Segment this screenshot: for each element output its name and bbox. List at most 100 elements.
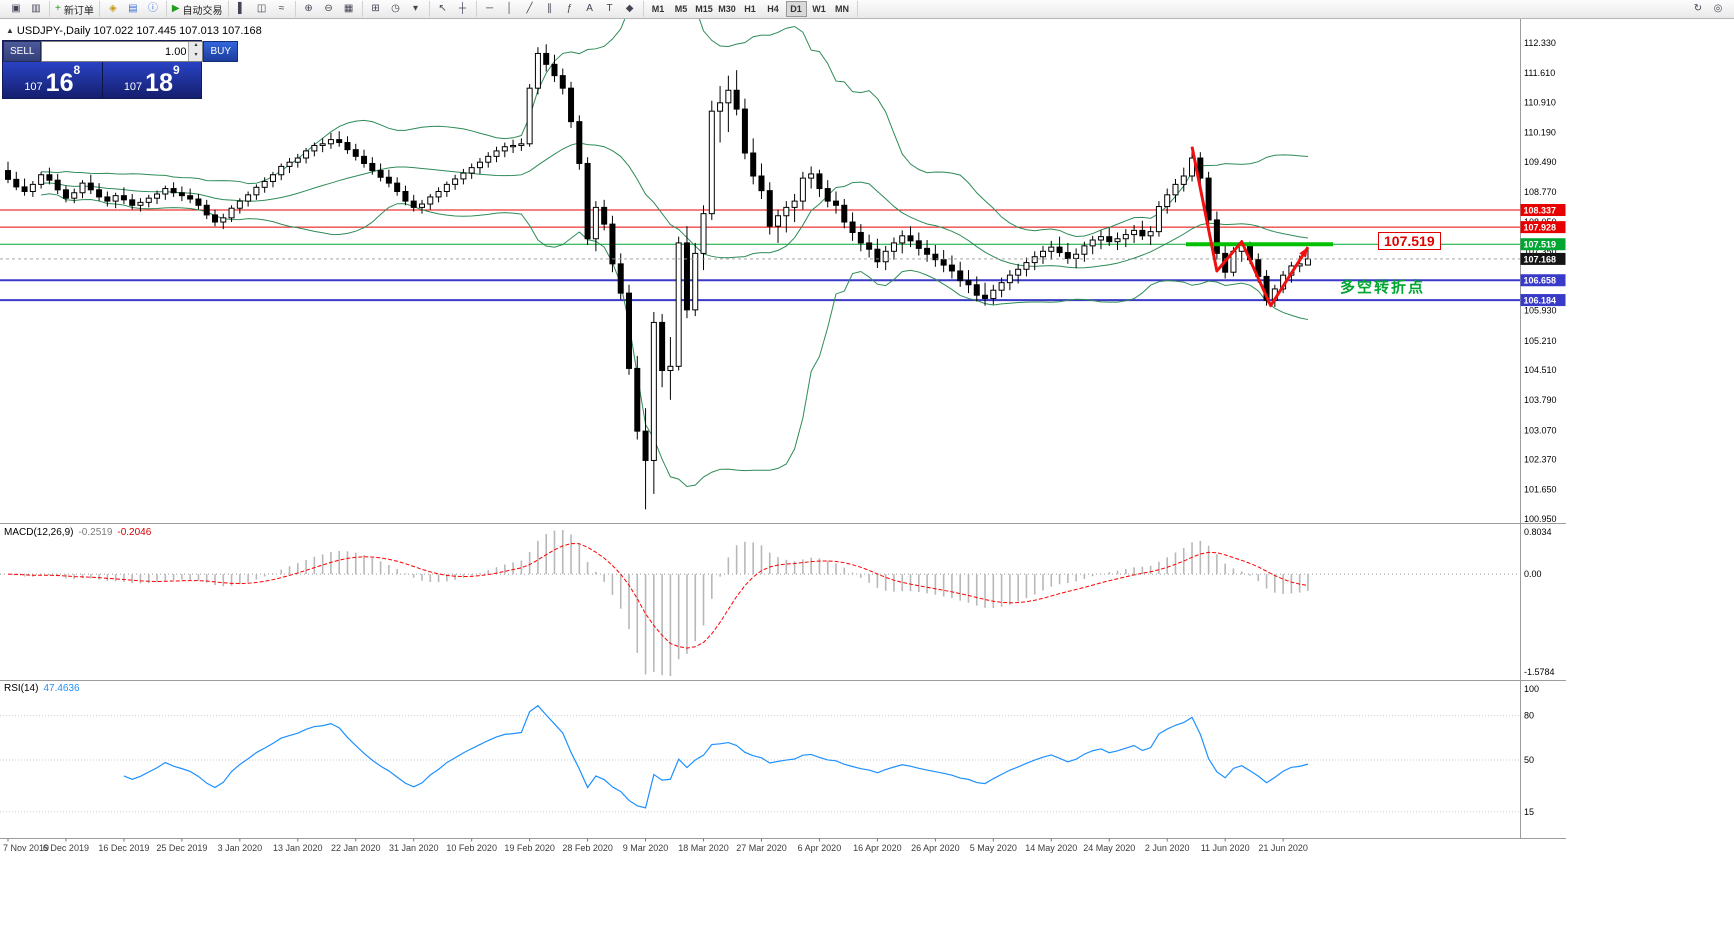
cursor-icon: ↖: [438, 3, 447, 14]
periods-button[interactable]: ◷: [386, 2, 406, 17]
volume-input[interactable]: [42, 42, 189, 61]
line-chart-button[interactable]: ≈: [272, 2, 292, 17]
timeframe-h1-button[interactable]: H1: [744, 4, 756, 14]
timeframe-d1-button[interactable]: D1: [785, 1, 807, 17]
symbols-button[interactable]: ◈: [103, 2, 123, 17]
toolbar: ▣ ▥ + 新订单 ◈ ▤ ⓘ ▶ 自动交易 ▌ ◫ ≈ ⊕ ⊖ ▦ ⊞ ◷ ▾ ↖ ┼ ─ │ ╱ ∥ ƒ A T ◆ M1 M5 M15…: [0, 0, 1734, 19]
chart-objects[interactable]: [1186, 146, 1333, 308]
indicators-icon: ⊞: [371, 3, 380, 14]
bar-chart-icon: ▌: [238, 3, 246, 14]
data-window-button[interactable]: ⓘ: [143, 2, 163, 17]
indicators-button[interactable]: ⊞: [366, 2, 386, 17]
svg-text:104.510: 104.510: [1524, 365, 1557, 375]
text-icon: A: [586, 3, 593, 14]
price-axis[interactable]: 112.330 111.610 110.910 110.190 109.490 108.7…: [1524, 38, 1557, 817]
auto-trading-button[interactable]: ▶ 自动交易: [171, 3, 223, 17]
bollinger-bands: [41, 18, 1309, 488]
svg-text:6 Apr 2020: 6 Apr 2020: [798, 843, 842, 853]
svg-text:18 Mar 2020: 18 Mar 2020: [678, 843, 729, 853]
svg-text:7 Nov 2019: 7 Nov 2019: [3, 843, 49, 853]
chart-shift-button[interactable]: ↻: [1688, 2, 1708, 17]
fibonacci-button[interactable]: ƒ: [560, 2, 580, 17]
svg-text:0.00: 0.00: [1524, 569, 1542, 579]
svg-text:5 May 2020: 5 May 2020: [970, 843, 1017, 853]
sell-button[interactable]: SELL: [3, 41, 42, 62]
profiles-button[interactable]: ▥: [26, 2, 46, 17]
shapes-button[interactable]: ◆: [620, 2, 640, 17]
text-label-button[interactable]: T: [600, 2, 620, 17]
sell-price-display[interactable]: 107 16 8: [3, 62, 103, 98]
auto-scroll-icon: ◎: [1713, 3, 1723, 14]
axes[interactable]: [0, 18, 1566, 839]
timeframe-m30-button[interactable]: M30: [718, 4, 736, 14]
volume-up-icon[interactable]: ▴: [189, 42, 203, 52]
symbol-marker-icon: ▲: [6, 26, 14, 35]
periods-icon: ◷: [391, 3, 400, 14]
market-watch-button[interactable]: ▤: [123, 2, 143, 17]
timeframe-m1-button[interactable]: M1: [651, 4, 665, 14]
zoom-out-icon: ⊖: [324, 3, 333, 14]
svg-text:102.370: 102.370: [1524, 455, 1557, 465]
timeframe-m15-button[interactable]: M15: [695, 4, 713, 14]
timeframe-m5-button[interactable]: M5: [674, 4, 688, 14]
text-button[interactable]: A: [580, 2, 600, 17]
horizontal-line-button[interactable]: ─: [480, 2, 500, 17]
rsi-value: 47.4636: [43, 683, 80, 694]
volume-stepper[interactable]: ▴ ▾: [41, 41, 204, 62]
equidistant-channel-button[interactable]: ∥: [540, 2, 560, 17]
svg-text:103.070: 103.070: [1524, 425, 1557, 435]
auto-scroll-button[interactable]: ◎: [1708, 2, 1728, 17]
price-callout-label[interactable]: 107.519: [1378, 232, 1441, 250]
crosshair-icon: ┼: [459, 3, 467, 14]
candlestick-chart-button[interactable]: ◫: [252, 2, 272, 17]
buy-button[interactable]: BUY: [203, 41, 239, 62]
svg-text:16 Apr 2020: 16 Apr 2020: [853, 843, 902, 853]
svg-text:111.610: 111.610: [1524, 68, 1555, 78]
volume-down-icon[interactable]: ▾: [189, 51, 203, 61]
new-order-button[interactable]: + 新订单: [55, 3, 94, 17]
macd-name: MACD(12,26,9): [4, 527, 74, 538]
annotation-note-text[interactable]: 多空转折点: [1340, 279, 1426, 296]
svg-text:106.184: 106.184: [1524, 296, 1557, 306]
shapes-icon: ◆: [625, 3, 634, 14]
svg-text:107.168: 107.168: [1524, 254, 1557, 264]
symbol-ohlc-text: USDJPY-,Daily 107.022 107.445 107.013 10…: [16, 25, 262, 37]
buy-price-big: 18: [145, 69, 173, 97]
buy-price-sup: 9: [172, 63, 180, 77]
svg-text:21 Jun 2020: 21 Jun 2020: [1258, 843, 1308, 853]
buy-price-display[interactable]: 107 18 9: [103, 62, 202, 98]
svg-text:112.330: 112.330: [1524, 38, 1556, 48]
new-chart-icon: ▣: [11, 3, 21, 14]
vertical-line-button[interactable]: │: [500, 2, 520, 17]
timeframe-w1-button[interactable]: W1: [812, 4, 826, 14]
svg-text:16 Dec 2019: 16 Dec 2019: [98, 843, 149, 853]
templates-icon: ▾: [413, 3, 419, 14]
trendline-button[interactable]: ╱: [520, 2, 540, 17]
bar-chart-button[interactable]: ▌: [232, 2, 252, 17]
new-chart-button[interactable]: ▣: [6, 2, 26, 17]
svg-text:100: 100: [1524, 684, 1539, 694]
cursor-button[interactable]: ↖: [433, 2, 453, 17]
tile-windows-icon: ▦: [343, 3, 354, 14]
rsi-label: RSI(14) 47.4636: [4, 683, 80, 694]
svg-text:13 Jan 2020: 13 Jan 2020: [273, 843, 323, 853]
svg-text:25 Dec 2019: 25 Dec 2019: [156, 843, 207, 853]
timeframe-mn-button[interactable]: MN: [835, 4, 850, 14]
zoom-in-button[interactable]: ⊕: [299, 2, 319, 17]
crosshair-button[interactable]: ┼: [453, 2, 473, 17]
tile-windows-button[interactable]: ▦: [339, 2, 359, 17]
svg-text:3 Jan 2020: 3 Jan 2020: [218, 843, 263, 853]
svg-text:27 Mar 2020: 27 Mar 2020: [736, 843, 787, 853]
templates-button[interactable]: ▾: [406, 2, 426, 17]
sell-price-sup: 8: [73, 63, 81, 77]
horizontal-price-lines[interactable]: [0, 209, 1520, 302]
svg-text:19 Feb 2020: 19 Feb 2020: [504, 843, 555, 853]
line-chart-icon: ≈: [278, 3, 285, 14]
one-click-trading-panel[interactable]: SELL ▴ ▾ BUY 107 16 8 107 18 9: [2, 40, 239, 99]
text-label-icon: T: [606, 3, 613, 14]
timeframe-h4-button[interactable]: H4: [767, 4, 779, 14]
chart-canvas[interactable]: 112.330 111.610 110.910 110.190 109.490 108.7…: [0, 18, 1734, 945]
zoom-out-button[interactable]: ⊖: [319, 2, 339, 17]
rsi-panel: [0, 704, 1520, 813]
